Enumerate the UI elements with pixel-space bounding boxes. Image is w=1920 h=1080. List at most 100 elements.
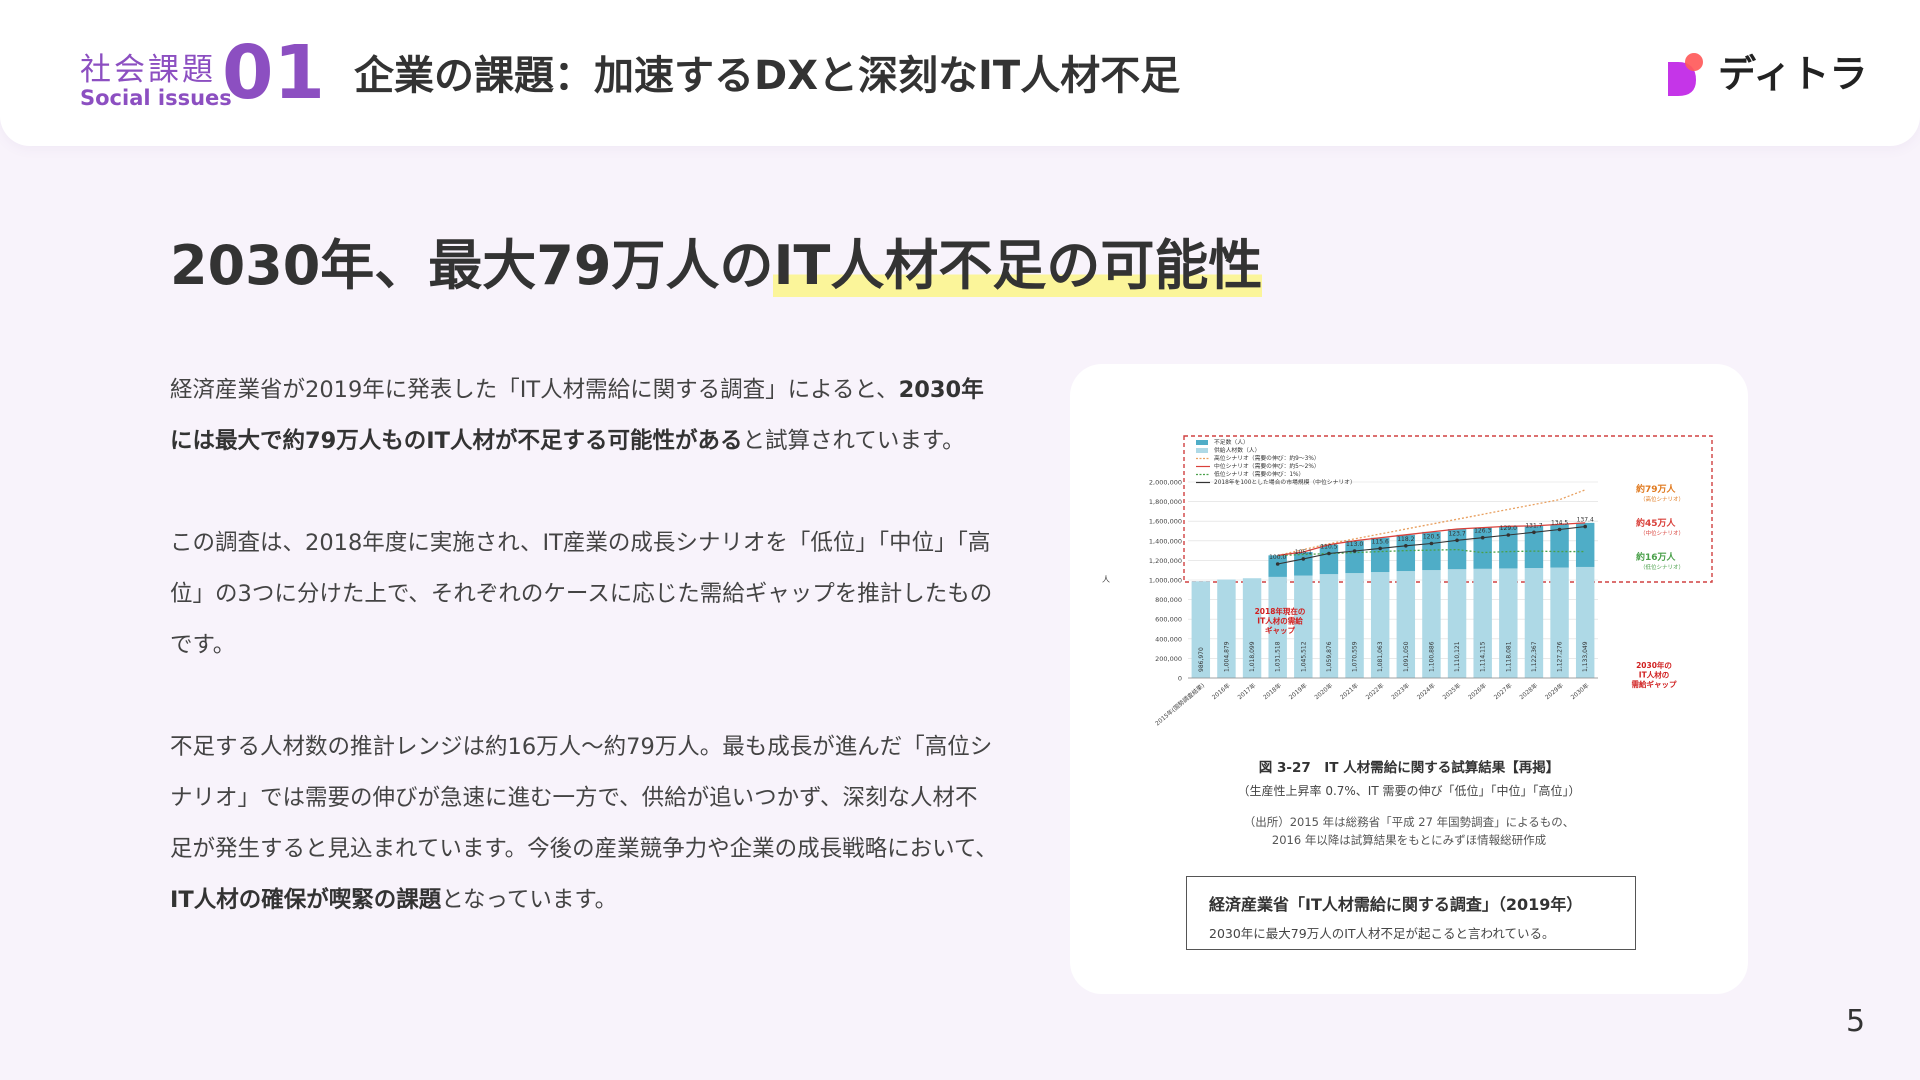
paragraph-1-bold: 2030年には最大で約79万人ものIT人材が不足する可能性がある <box>170 377 984 454</box>
supply-bar <box>1217 579 1236 678</box>
y-tick-label: 1,800,000 <box>1149 498 1182 506</box>
gap-2030-note: IT人材の <box>1639 670 1669 680</box>
figure-source-2: 2016 年以降は試算結果をもとにみずほ情報総研作成 <box>1271 833 1547 847</box>
legend-entry: 不足数（人） <box>1214 438 1249 446</box>
y-tick-label: 600,000 <box>1155 616 1182 624</box>
paragraph-3: 不足する人材数の推計レンジは約16万人〜約79万人。最も成長が進んだ「高位シナリ… <box>170 722 1000 926</box>
x-tick-label: 2025年 <box>1441 681 1462 701</box>
paragraph-3-bold: IT人材の確保が喫緊の課題 <box>170 887 442 913</box>
supply-bar <box>1396 571 1416 678</box>
shortage-bar <box>1575 522 1595 567</box>
main-title-highlight: IT人材不足の可能性 <box>773 234 1263 297</box>
supply-bar <box>1575 566 1595 678</box>
main-title-prefix: 2030年、最大79万人の <box>170 234 774 297</box>
shortage-bar <box>1499 526 1518 569</box>
shortage-bar <box>1319 544 1339 575</box>
mid-scenario-line <box>1277 522 1586 556</box>
supply-value-label: 1,004,879 <box>1223 641 1230 672</box>
market-index-marker <box>1583 524 1587 529</box>
paragraph-3-a: 不足する人材数の推計レンジは約16万人〜約79万人。最も成長が進んだ「高位シナリ… <box>170 734 998 862</box>
logo-text: ディトラ <box>1718 52 1868 96</box>
x-tick-label: 2022年 <box>1364 681 1385 701</box>
y-tick-label: 400,000 <box>1155 635 1182 643</box>
supply-bar <box>1191 581 1211 678</box>
y-tick-label: 1,000,000 <box>1149 577 1182 585</box>
supply-bar <box>1294 575 1313 678</box>
supply-value-label: 1,114,115 <box>1480 641 1487 672</box>
supply-bar <box>1370 572 1390 678</box>
supply-value-label: 1,018,099 <box>1249 641 1256 672</box>
paragraph-1: 経済産業省が2019年に発表した「IT人材需給に関する調査」によると、2030年… <box>170 365 1000 467</box>
shortage-bar <box>1396 534 1416 572</box>
supply-bar <box>1550 567 1569 678</box>
gap-2030-note: 2030年の <box>1636 660 1672 670</box>
market-index-label: 137.4 <box>1577 517 1594 524</box>
x-tick-label: 2021年 <box>1338 681 1359 701</box>
section-number: 01 <box>222 30 325 116</box>
shortage-bar <box>1370 537 1390 573</box>
x-tick-label: 2019年 <box>1287 681 1308 701</box>
market-index-label: 113.0 <box>1346 541 1363 548</box>
figure-card: 0 200,000 400,000 600,000 800,000 1,000,000 1,… <box>1070 364 1748 994</box>
market-index-label: 100.0 <box>1269 554 1286 561</box>
header-title: 企業の課題：加速するDXと深刻なIT人材不足 <box>354 53 1181 99</box>
gap-2018-note: IT人材の需給 <box>1257 616 1303 626</box>
supply-bar <box>1319 574 1339 678</box>
supply-value-label: 1,059,876 <box>1326 641 1333 672</box>
gap-2018-note: ギャップ <box>1265 625 1295 635</box>
x-tick-label: 2018年 <box>1262 681 1283 701</box>
supply-value-label: 1,091,050 <box>1403 641 1410 672</box>
figure-title: 図 3-27 IT 人材需給に関する試算結果【再掲】 <box>1258 760 1560 776</box>
market-index-label: 123.7 <box>1448 530 1465 537</box>
header-bar: 社会課題 Social issues 01 企業の課題：加速するDXと深刻なIT… <box>0 0 1920 146</box>
y-tick-label: 1,400,000 <box>1149 537 1182 545</box>
supply-bar <box>1345 573 1364 678</box>
x-tick-label: 2023年 <box>1390 681 1411 701</box>
paragraph-1-c: と試算されています。 <box>742 428 965 454</box>
x-tick-label: 2027年 <box>1492 681 1513 701</box>
legend-entry: 供給人材数（人） <box>1214 446 1260 454</box>
legend-entry: 高位シナリオ（需要の伸び：約9〜3%） <box>1214 454 1320 462</box>
supply-bar <box>1499 568 1518 678</box>
y-tick-label: 1,600,000 <box>1149 518 1182 526</box>
supply-bar <box>1473 568 1492 678</box>
supply-value-label: 986,970 <box>1198 647 1205 672</box>
mid-scenario-label: 約45万人 <box>1636 517 1677 529</box>
market-index-label: 105.1 <box>1295 549 1312 556</box>
y-axis-label: 人 <box>1102 575 1110 584</box>
supply-value-label: 1,122,367 <box>1531 641 1538 672</box>
market-index-label: 115.6 <box>1372 538 1389 545</box>
caption-text: 2030年に最大79万人のIT人材不足が起こると言われている。 <box>1209 926 1555 941</box>
shortage-bar <box>1524 525 1544 569</box>
y-tick-label: 200,000 <box>1155 655 1182 663</box>
x-tick-label: 2026年 <box>1467 681 1488 701</box>
high-scenario-label: 約79万人 <box>1636 483 1677 495</box>
section-label-jp: 社会課題 <box>80 52 216 88</box>
y-tick-label: 0 <box>1178 675 1182 683</box>
supply-value-label: 1,081,063 <box>1377 641 1384 672</box>
y-tick-label: 1,200,000 <box>1149 557 1182 565</box>
gap-2018-note: 2018年現在の <box>1255 606 1306 616</box>
section-label-en: Social issues <box>80 86 232 110</box>
shortage-bar <box>1268 555 1287 577</box>
caption-title: 経済産業省「IT人材需給に関する調査」（2019年） <box>1209 895 1583 914</box>
supply-bar <box>1422 570 1441 678</box>
x-tick-label: 2029年 <box>1543 681 1564 701</box>
market-index-label: 134.5 <box>1551 520 1568 527</box>
high-scenario-line <box>1277 489 1586 557</box>
x-tick-label: 2020年 <box>1313 681 1334 701</box>
market-index-label: 131.7 <box>1525 522 1542 529</box>
legend-swatch <box>1196 448 1208 453</box>
high-scenario-sublabel: （高位シナリオ） <box>1640 495 1684 503</box>
supply-value-label: 1,110,121 <box>1454 641 1461 672</box>
paragraph-3-c: となっています。 <box>441 887 618 913</box>
market-index-label: 129.0 <box>1500 525 1517 532</box>
x-tick-label: 2024年 <box>1415 681 1436 701</box>
market-index-label: 110.5 <box>1320 544 1337 551</box>
low-scenario-label: 約16万人 <box>1636 551 1677 563</box>
main-title: 2030年、最大79万人のIT人材不足の可能性 <box>170 234 1263 299</box>
supply-bar <box>1447 569 1467 678</box>
market-index-label: 118.2 <box>1397 536 1414 543</box>
x-tick-label: 2028年 <box>1518 681 1539 701</box>
supply-bar <box>1268 576 1287 678</box>
